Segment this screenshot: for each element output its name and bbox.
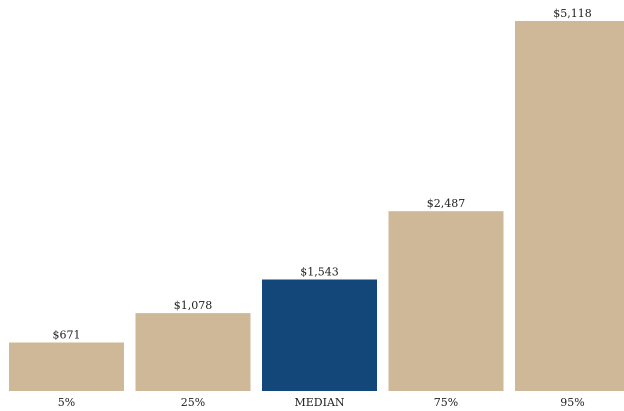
category-label-median: MEDIAN	[294, 396, 344, 409]
value-label-5: $671	[53, 329, 81, 342]
bar-25	[135, 313, 251, 391]
category-label-5: 5%	[58, 396, 75, 409]
bar-median	[262, 279, 377, 391]
category-labels-group: 5% 25% MEDIAN 75% 95%	[58, 396, 585, 409]
bar-95	[515, 21, 624, 391]
category-label-95: 95%	[560, 396, 584, 409]
category-label-75: 75%	[434, 396, 458, 409]
value-label-median: $1,543	[300, 266, 339, 279]
bar-75	[388, 211, 504, 391]
bars-group	[9, 21, 624, 391]
value-label-25: $1,078	[174, 299, 213, 312]
value-label-95: $5,118	[553, 7, 592, 20]
category-label-25: 25%	[181, 396, 205, 409]
bar-5	[9, 342, 124, 391]
value-labels-group: $671 $1,078 $1,543 $2,487 $5,118	[53, 7, 592, 342]
value-label-75: $2,487	[427, 197, 466, 210]
